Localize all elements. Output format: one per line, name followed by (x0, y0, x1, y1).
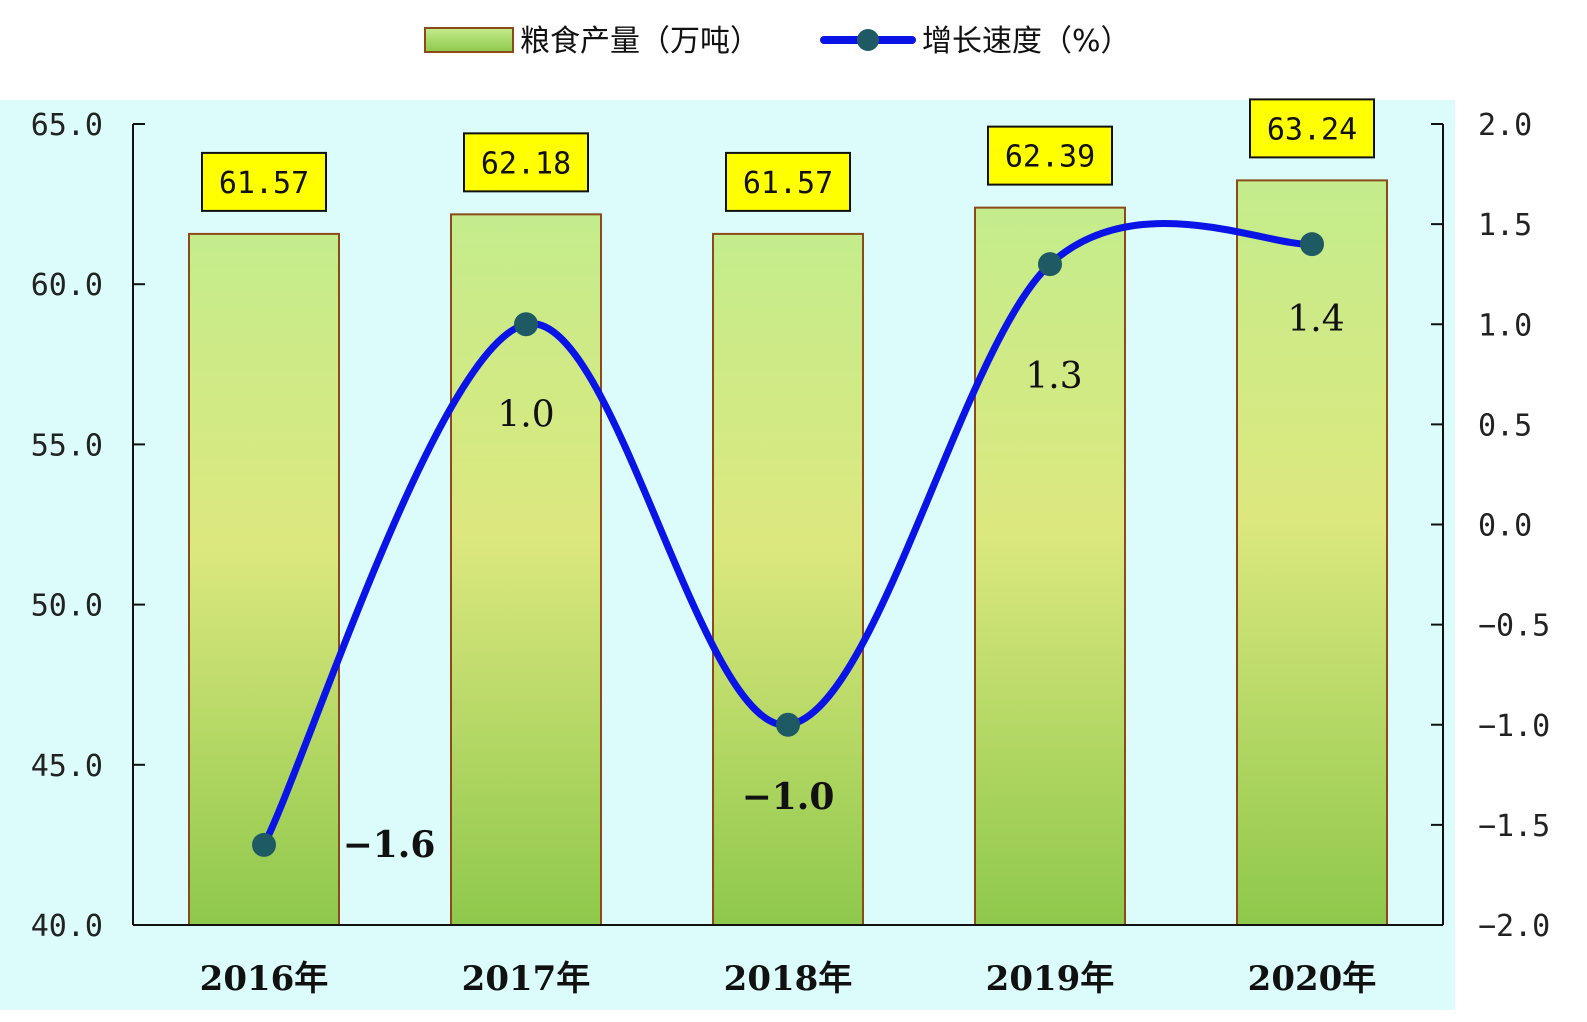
y-left-tick-label: 60.0 (31, 268, 103, 303)
bar (712, 232, 864, 926)
growth-line (260, 219, 1316, 849)
bar (188, 232, 340, 926)
y-right-tick-label: 1.0 (1478, 308, 1532, 343)
growth-marker (1300, 232, 1324, 257)
bar-label-box (201, 151, 327, 212)
x-tick-label: 2018年 (724, 959, 853, 999)
y-left-tick-label: 40.0 (31, 909, 103, 944)
bar-value-label: 62.18 (481, 146, 571, 181)
bar-series (188, 179, 1388, 927)
bar-label-box (725, 151, 851, 212)
growth-value-label: −1.6 (343, 824, 436, 866)
x-tick-label: 2020年 (1248, 959, 1377, 999)
growth-marker (776, 712, 800, 737)
growth-marker (1038, 252, 1062, 277)
bar-label-box (987, 125, 1113, 186)
legend-label-growth: 增长速度（%） (922, 24, 1131, 59)
y-right-tick-label: 1.5 (1478, 208, 1532, 243)
bar-value-label: 61.57 (219, 166, 309, 201)
growth-value-label: 1.4 (1287, 299, 1344, 340)
growth-markers (252, 232, 1324, 857)
growth-value-label: −1.0 (742, 776, 835, 818)
y-right-tick-label: 0.0 (1478, 509, 1532, 544)
line-value-labels: −1.6 1.0 −1.0 1.3 1.4 (343, 299, 1345, 866)
y-right-tick-label: −0.5 (1478, 609, 1550, 644)
growth-value-label: 1.3 (1025, 356, 1082, 397)
growth-marker (252, 832, 276, 857)
bar-value-label: 63.24 (1267, 112, 1357, 147)
bar-value-labels: 61.57 62.18 61.57 62.39 63.24 (201, 98, 1375, 212)
y-right-tick-label: 2.0 (1478, 108, 1532, 143)
x-axis-labels: 2016年 2017年 2018年 2019年 2020年 (200, 959, 1377, 999)
y-right-tick-label: −1.0 (1478, 709, 1550, 744)
x-tick-label: 2017年 (462, 959, 591, 999)
x-tick-label: 2016年 (200, 959, 329, 999)
legend-marker (857, 29, 879, 51)
bar-label-box (1249, 98, 1375, 159)
bar-label-box (463, 132, 589, 193)
bar-value-label: 61.57 (743, 166, 833, 201)
bar-value-label: 62.39 (1005, 140, 1095, 175)
y-axis-left: 40.0 45.0 50.0 55.0 60.0 65.0 (31, 108, 145, 944)
legend: 粮食产量（万吨） 增长速度（%） (424, 24, 1131, 59)
y-right-tick-label: −1.5 (1478, 809, 1550, 844)
y-right-tick-label: −2.0 (1478, 909, 1550, 944)
y-left-tick-label: 55.0 (31, 428, 103, 463)
bar (1236, 179, 1388, 927)
bar (974, 206, 1126, 927)
y-left-tick-label: 45.0 (31, 749, 103, 784)
growth-marker (514, 312, 538, 337)
y-left-tick-label: 50.0 (31, 589, 103, 624)
y-left-tick-label: 65.0 (31, 108, 103, 143)
growth-value-label: 1.0 (497, 394, 554, 435)
legend-swatch-bar (424, 27, 514, 53)
legend-label-production: 粮食产量（万吨） (520, 24, 760, 59)
y-right-tick-label: 0.5 (1478, 408, 1532, 443)
y-axis-right: −2.0 −1.5 −1.0 −0.5 0.0 0.5 1.0 1.5 2.0 (1431, 108, 1550, 944)
x-tick-label: 2019年 (986, 959, 1115, 999)
